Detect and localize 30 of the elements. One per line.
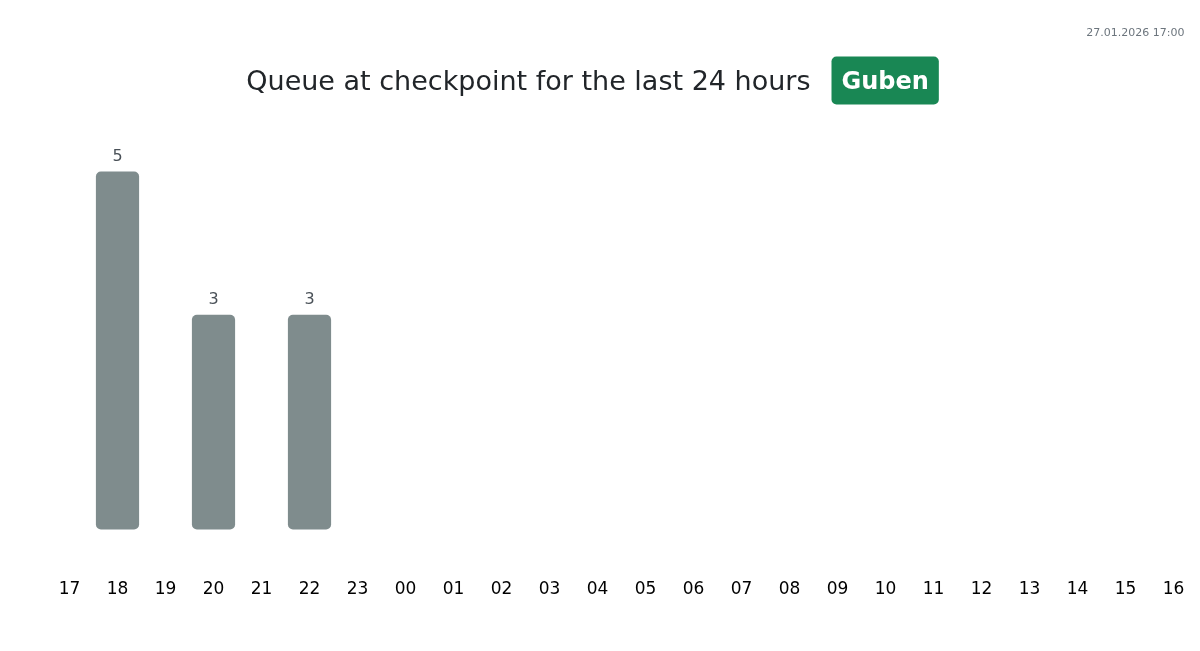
x-tick-label: 22	[298, 577, 321, 598]
x-tick-label: 10	[874, 577, 897, 598]
x-tick-label: 11	[922, 577, 945, 598]
chart-subtitle: Guben	[841, 66, 929, 95]
x-tick-label: 01	[442, 577, 465, 598]
x-tick-label: 08	[778, 577, 801, 598]
x-tick-label: 16	[1162, 577, 1185, 598]
x-tick-label: 04	[586, 577, 609, 598]
x-tick-label: 06	[682, 577, 705, 598]
chart-title: Queue at checkpoint for the last 24 hours	[246, 65, 811, 96]
x-tick-label: 17	[58, 577, 81, 598]
x-tick-label: 21	[250, 577, 273, 598]
x-tick-label: 09	[826, 577, 849, 598]
x-tick-label: 05	[634, 577, 657, 598]
data-label: 3	[208, 288, 219, 308]
data-label: 3	[304, 288, 315, 308]
x-tick-label: 13	[1018, 577, 1041, 598]
text: 27.01.2026 17:00	[1086, 26, 1185, 39]
x-tick-label: 12	[970, 577, 993, 598]
x-tick-label: 20	[202, 577, 225, 598]
x-tick-label: 15	[1114, 577, 1137, 598]
x-tick-label: 00	[394, 577, 417, 598]
x-tick-label: 07	[730, 577, 753, 598]
x-tick-label: 03	[538, 577, 561, 598]
x-tick-label: 02	[490, 577, 513, 598]
x-tick-label: 14	[1066, 577, 1089, 598]
data-label: 5	[112, 145, 123, 165]
x-tick-label: 18	[106, 577, 129, 598]
x-tick-label: 19	[154, 577, 177, 598]
x-tick-label: 23	[346, 577, 369, 598]
